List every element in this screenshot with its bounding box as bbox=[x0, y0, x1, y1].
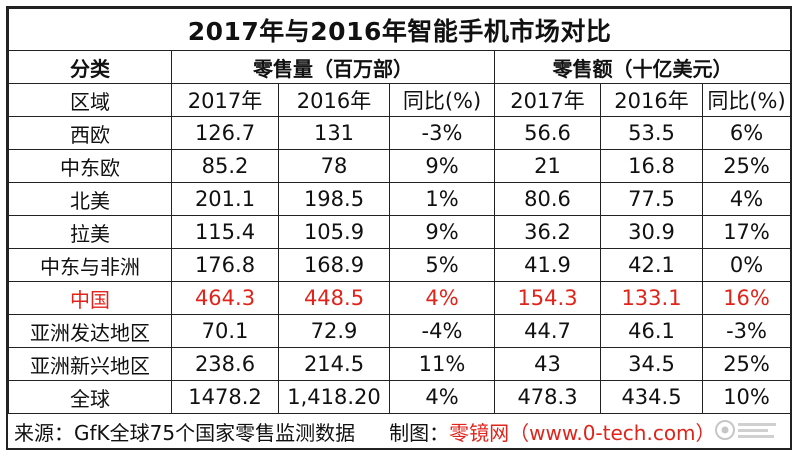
vol-2017-header: 2017年 bbox=[171, 83, 279, 117]
val-2017-cell: 41.9 bbox=[494, 248, 601, 282]
val-yoy-cell: 17% bbox=[701, 215, 792, 249]
table-row: 西欧 126.7 131 -3% 56.6 53.5 6% bbox=[8, 116, 792, 150]
vol-2017-cell: 238.6 bbox=[171, 347, 279, 381]
region-header: 区域 bbox=[8, 83, 172, 117]
val-2017-cell: 36.2 bbox=[494, 215, 601, 249]
region-cell: 北美 bbox=[8, 182, 172, 216]
vol-yoy-cell: 1% bbox=[389, 182, 495, 216]
val-2017-cell: 56.6 bbox=[494, 116, 601, 150]
val-2017-cell: 43 bbox=[494, 347, 601, 381]
category-header: 分类 bbox=[8, 50, 172, 84]
vol-2017-cell: 126.7 bbox=[171, 116, 279, 150]
val-2017-cell: 478.3 bbox=[494, 380, 601, 414]
val-yoy-cell: 0% bbox=[701, 248, 792, 282]
val-yoy-cell: 4% bbox=[701, 182, 792, 216]
val-2016-cell: 34.5 bbox=[600, 347, 703, 381]
val-2016-cell: 16.8 bbox=[600, 149, 703, 183]
table-body: 西欧 126.7 131 -3% 56.6 53.5 6% 中东欧 85.2 78 9% 21 16.8… bbox=[8, 116, 792, 414]
table-frame: 2017年与2016年智能手机市场对比 分类 零售量（百万部） 零售额（十亿美元… bbox=[6, 6, 792, 450]
vol-yoy-cell: 4% bbox=[389, 380, 495, 414]
val-yoy-cell: 16% bbox=[701, 281, 792, 315]
val-2017-cell: 44.7 bbox=[494, 314, 601, 348]
vol-yoy-cell: -4% bbox=[389, 314, 495, 348]
region-cell: 中国 bbox=[8, 281, 172, 315]
vol-2016-cell: 105.9 bbox=[278, 215, 390, 249]
val-2017-header: 2017年 bbox=[494, 83, 601, 117]
val-2016-cell: 133.1 bbox=[600, 281, 703, 315]
val-2016-header: 2016年 bbox=[600, 83, 703, 117]
val-yoy-cell: 6% bbox=[701, 116, 792, 150]
vol-2016-cell: 168.9 bbox=[278, 248, 390, 282]
vol-yoy-cell: -3% bbox=[389, 116, 495, 150]
vol-2017-cell: 115.4 bbox=[171, 215, 279, 249]
vol-yoy-cell: 5% bbox=[389, 248, 495, 282]
vol-2017-cell: 176.8 bbox=[171, 248, 279, 282]
maker-note: 制图：零镜网（www.0-tech.com） bbox=[389, 417, 715, 446]
val-2016-cell: 77.5 bbox=[600, 182, 703, 216]
val-yoy-cell: 10% bbox=[701, 380, 792, 414]
vol-2016-header: 2016年 bbox=[278, 83, 390, 117]
vol-2016-cell: 1,418.20 bbox=[278, 380, 390, 414]
table-row: 北美 201.1 198.5 1% 80.6 77.5 4% bbox=[8, 182, 792, 216]
vol-yoy-cell: 11% bbox=[389, 347, 495, 381]
region-cell: 西欧 bbox=[8, 116, 172, 150]
region-cell: 中东欧 bbox=[8, 149, 172, 183]
vol-yoy-header: 同比(%) bbox=[389, 83, 495, 117]
val-2017-cell: 21 bbox=[494, 149, 601, 183]
table-row: 中东欧 85.2 78 9% 21 16.8 25% bbox=[8, 149, 792, 183]
value-group-header: 零售额（十亿美元） bbox=[493, 50, 792, 84]
vol-2017-cell: 201.1 bbox=[171, 182, 279, 216]
vol-yoy-cell: 9% bbox=[389, 215, 495, 249]
footer: 来源：GfK全球75个国家零售监测数据 制图：零镜网（www.0-tech.co… bbox=[8, 415, 790, 448]
region-cell: 亚洲发达地区 bbox=[8, 314, 172, 348]
vol-2017-cell: 1478.2 bbox=[171, 380, 279, 414]
vol-2017-cell: 85.2 bbox=[171, 149, 279, 183]
maker-name: 零镜网（www.0-tech.com） bbox=[449, 421, 716, 445]
val-yoy-cell: 25% bbox=[701, 149, 792, 183]
region-cell: 全球 bbox=[8, 380, 172, 414]
val-2016-cell: 434.5 bbox=[600, 380, 703, 414]
vol-2016-cell: 72.9 bbox=[278, 314, 390, 348]
vol-2016-cell: 198.5 bbox=[278, 182, 390, 216]
vol-2016-cell: 131 bbox=[278, 116, 390, 150]
table-row: 中国 464.3 448.5 4% 154.3 133.1 16% bbox=[8, 281, 792, 315]
val-2017-cell: 80.6 bbox=[494, 182, 601, 216]
val-2016-cell: 53.5 bbox=[600, 116, 703, 150]
val-2016-cell: 42.1 bbox=[600, 248, 703, 282]
val-2016-cell: 46.1 bbox=[600, 314, 703, 348]
val-yoy-header: 同比(%) bbox=[701, 83, 792, 117]
vol-yoy-cell: 4% bbox=[389, 281, 495, 315]
volume-group-header: 零售量（百万部） bbox=[171, 50, 495, 84]
vol-2016-cell: 214.5 bbox=[278, 347, 390, 381]
val-yoy-cell: 25% bbox=[701, 347, 792, 381]
vol-2017-cell: 464.3 bbox=[171, 281, 279, 315]
vol-2016-cell: 448.5 bbox=[278, 281, 390, 315]
comparison-table: 2017年与2016年智能手机市场对比 分类 零售量（百万部） 零售额（十亿美元… bbox=[7, 8, 792, 414]
region-cell: 亚洲新兴地区 bbox=[8, 347, 172, 381]
watermark-logo-icon bbox=[712, 416, 782, 444]
val-2016-cell: 30.9 bbox=[600, 215, 703, 249]
vol-2017-cell: 70.1 bbox=[171, 314, 279, 348]
maker-label: 制图： bbox=[389, 421, 450, 445]
val-yoy-cell: -3% bbox=[701, 314, 792, 348]
source-note: 来源：GfK全球75个国家零售监测数据 bbox=[14, 421, 356, 445]
val-2017-cell: 154.3 bbox=[494, 281, 601, 315]
vol-2016-cell: 78 bbox=[278, 149, 390, 183]
table-row: 亚洲新兴地区 238.6 214.5 11% 43 34.5 25% bbox=[8, 347, 792, 381]
table-row: 亚洲发达地区 70.1 72.9 -4% 44.7 46.1 -3% bbox=[8, 314, 792, 348]
table-row: 全球 1478.2 1,418.20 4% 478.3 434.5 10% bbox=[8, 380, 792, 414]
table-row: 拉美 115.4 105.9 9% 36.2 30.9 17% bbox=[8, 215, 792, 249]
region-cell: 中东与非洲 bbox=[8, 248, 172, 282]
vol-yoy-cell: 9% bbox=[389, 149, 495, 183]
table-row: 中东与非洲 176.8 168.9 5% 41.9 42.1 0% bbox=[8, 248, 792, 282]
page-title: 2017年与2016年智能手机市场对比 bbox=[7, 8, 792, 51]
region-cell: 拉美 bbox=[8, 215, 172, 249]
